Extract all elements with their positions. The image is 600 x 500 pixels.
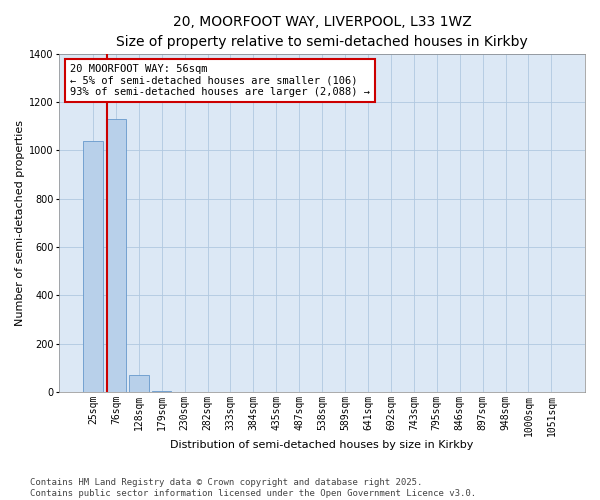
Title: 20, MOORFOOT WAY, LIVERPOOL, L33 1WZ
Size of property relative to semi-detached : 20, MOORFOOT WAY, LIVERPOOL, L33 1WZ Siz… <box>116 15 528 48</box>
Y-axis label: Number of semi-detached properties: Number of semi-detached properties <box>15 120 25 326</box>
Bar <box>83 141 103 392</box>
X-axis label: Distribution of semi-detached houses by size in Kirkby: Distribution of semi-detached houses by … <box>170 440 474 450</box>
Text: Contains HM Land Registry data © Crown copyright and database right 2025.
Contai: Contains HM Land Registry data © Crown c… <box>30 478 476 498</box>
Bar <box>129 375 149 392</box>
Bar <box>152 390 172 392</box>
Text: 20 MOORFOOT WAY: 56sqm
← 5% of semi-detached houses are smaller (106)
93% of sem: 20 MOORFOOT WAY: 56sqm ← 5% of semi-deta… <box>70 64 370 97</box>
Bar <box>106 119 125 392</box>
